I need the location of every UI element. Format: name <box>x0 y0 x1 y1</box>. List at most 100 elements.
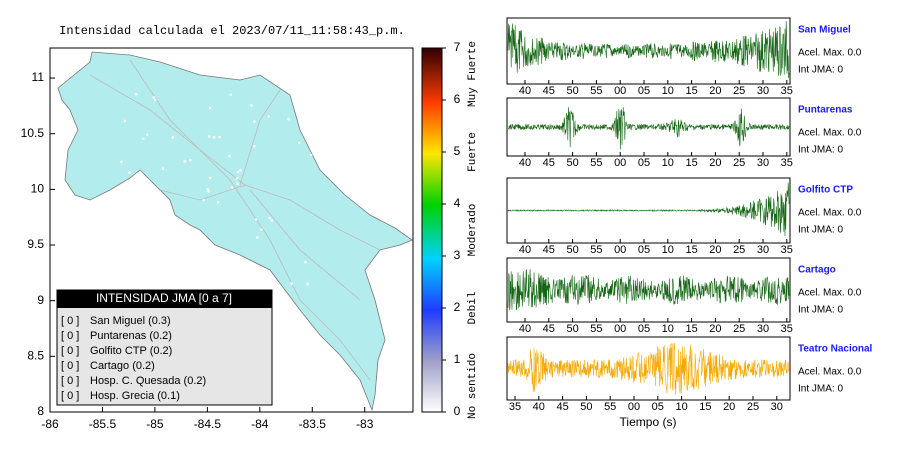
trace-tick-label: 55 <box>590 85 602 97</box>
colorbar-tick-label: 4 <box>454 196 461 210</box>
town <box>235 176 239 180</box>
town <box>268 216 271 220</box>
legend-level: [ 0 ] <box>61 390 79 402</box>
town <box>202 198 206 202</box>
station-int: Int JMA: 0 <box>798 305 843 316</box>
trace-tick-label: 40 <box>519 85 531 97</box>
station-int: Int JMA: 0 <box>798 145 843 156</box>
town <box>254 218 258 221</box>
trace-tick-label: 20 <box>709 85 721 97</box>
trace-tick-label: 45 <box>543 85 555 97</box>
map-frame <box>49 47 414 413</box>
town <box>306 282 310 286</box>
colorbar-tick-label: 5 <box>454 144 461 158</box>
town <box>208 106 212 110</box>
town <box>209 263 213 266</box>
trace-tick-label: 15 <box>685 157 697 169</box>
town <box>183 160 187 163</box>
colorbar-category: Muy Fuerte <box>467 41 479 107</box>
town <box>250 104 253 107</box>
town <box>226 254 229 258</box>
trace-tick-label: 05 <box>638 323 650 335</box>
waveform <box>507 268 790 311</box>
legend-header <box>57 290 272 308</box>
town <box>134 264 138 268</box>
legend-station: Hosp. C. Quesada (0.2) <box>90 375 206 387</box>
town <box>212 135 216 139</box>
trace-tick-label: 25 <box>733 85 745 97</box>
town <box>175 244 179 248</box>
trace-tick-label: 10 <box>662 244 674 256</box>
town <box>250 262 254 266</box>
town <box>253 120 256 123</box>
country-shape <box>57 51 413 412</box>
legend-title: INTENSIDAD JMA [0 a 7] <box>96 291 232 305</box>
waveform <box>507 342 790 395</box>
colorbar-category: No sentido <box>467 353 479 419</box>
town <box>239 169 242 172</box>
trace-tick-label: 30 <box>757 157 769 169</box>
trace-tick-label: 50 <box>566 85 578 97</box>
town <box>172 242 176 245</box>
trace-tick-label: 55 <box>590 244 602 256</box>
trace-tick-label: 40 <box>519 244 531 256</box>
trace-tick-label: 20 <box>709 323 721 335</box>
x-tick-label: -83.5 <box>299 417 327 431</box>
town <box>253 144 256 148</box>
town <box>166 265 170 269</box>
colorbar-category: Moderado <box>467 204 479 257</box>
station-int: Int JMA: 0 <box>798 384 843 395</box>
x-axis-label: Tiempo (s) <box>620 415 677 429</box>
y-tick-label: 9 <box>37 293 44 307</box>
station-name: Cartago <box>798 265 836 276</box>
town <box>229 93 233 97</box>
legend-station: San Miguel (0.3) <box>90 315 171 327</box>
town <box>120 160 123 164</box>
town <box>164 254 168 258</box>
colorbar-category: Debil <box>467 291 479 324</box>
trace-tick-label: 35 <box>781 244 793 256</box>
colorbar-tick-label: 1 <box>454 352 461 366</box>
colorbar-tick-label: 6 <box>454 92 461 106</box>
y-tick-label: 8.5 <box>27 349 44 363</box>
town <box>270 219 274 222</box>
trace-tick-label: 15 <box>685 244 697 256</box>
town <box>267 115 270 118</box>
y-tick-label: 10 <box>31 182 45 196</box>
town <box>141 137 145 141</box>
trace-tick-label: 35 <box>781 85 793 97</box>
trace-tick-label: 15 <box>685 323 697 335</box>
colorbar-tick-label: 2 <box>454 300 461 314</box>
town <box>149 243 153 246</box>
y-tick-label: 9.5 <box>27 237 44 251</box>
trace-tick-label: 55 <box>604 401 616 413</box>
town <box>287 117 290 121</box>
town <box>152 96 156 99</box>
trace-tick-label: 10 <box>662 323 674 335</box>
town <box>236 182 239 186</box>
station-name: Teatro Nacional <box>798 344 872 355</box>
town <box>309 153 313 157</box>
legend-level: [ 0 ] <box>61 345 79 357</box>
station-int: Int JMA: 0 <box>798 65 843 76</box>
trace-tick-label: 30 <box>757 85 769 97</box>
legend-station: Puntarenas (0.2) <box>90 330 172 342</box>
trace-tick-label: 40 <box>519 157 531 169</box>
trace-tick-label: 45 <box>543 157 555 169</box>
waveform <box>507 107 790 150</box>
town <box>255 236 259 239</box>
waveform <box>507 182 790 237</box>
town <box>189 158 192 162</box>
legend-station: Cartago (0.2) <box>90 360 155 372</box>
town <box>143 247 147 250</box>
town <box>216 200 220 204</box>
colorbar-tick-label: 3 <box>454 248 461 262</box>
trace-tick-label: 50 <box>566 323 578 335</box>
town <box>297 141 301 145</box>
trace-tick-label: 30 <box>771 401 783 413</box>
town <box>161 167 165 171</box>
trace-tick-label: 10 <box>662 157 674 169</box>
trace-tick-label: 30 <box>757 244 769 256</box>
station-name: Golfito CTP <box>798 185 853 196</box>
trace-tick-label: 00 <box>614 323 626 335</box>
